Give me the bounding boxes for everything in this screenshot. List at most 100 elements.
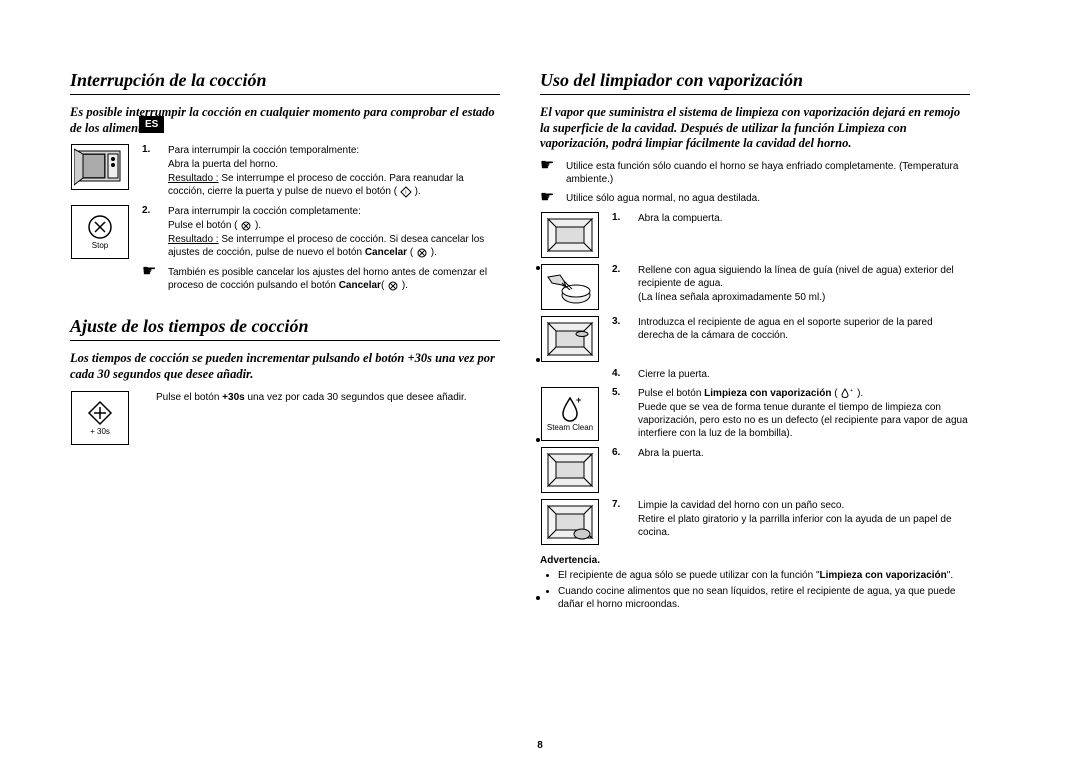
note-text: Utilice sólo agua normal, no agua destil… bbox=[566, 192, 760, 205]
step-number: 1. bbox=[142, 144, 156, 155]
step-text: Para interrumpir la cocción completament… bbox=[168, 205, 500, 260]
icon-cell bbox=[540, 316, 600, 362]
page-number: 8 bbox=[537, 740, 543, 751]
interrupcion-intro: Es posible interrumpir la cocción en cua… bbox=[70, 105, 500, 136]
microwave-open-icon bbox=[71, 144, 129, 190]
warning-list: El recipiente de agua sólo se puede util… bbox=[540, 569, 970, 611]
section-title-interrupcion: Interrupción de la cocción bbox=[70, 70, 500, 95]
result-text-fragment: ( bbox=[407, 247, 416, 258]
step-line: Para interrumpir la cocción temporalment… bbox=[168, 144, 500, 157]
warning-heading: Advertencia. bbox=[540, 555, 970, 566]
step-number: 2. bbox=[612, 264, 626, 275]
cancelar-bold: Cancelar bbox=[365, 247, 407, 258]
step-line: Para interrumpir la cocción completament… bbox=[168, 205, 500, 218]
step-text: Para interrumpir la cocción temporalment… bbox=[168, 144, 500, 199]
pointer-icon: ☛ bbox=[540, 190, 558, 206]
vapor-step-4: 4. Cierre la puerta. bbox=[540, 368, 970, 381]
step-row-aj1: + 30s Pulse el botón +30s una vez por ca… bbox=[70, 391, 500, 445]
note-row: ☛ También es posible cancelar los ajuste… bbox=[142, 266, 500, 292]
step-number: 6. bbox=[612, 447, 626, 458]
stop-button-icon: Stop bbox=[71, 205, 129, 259]
step-row-is2: Stop 2. Para interrumpir la cocción comp… bbox=[70, 205, 500, 260]
warning-item: El recipiente de agua sólo se puede util… bbox=[558, 569, 970, 582]
step-text: Introduzca el recipiente de agua en el s… bbox=[638, 316, 970, 342]
section-title-vapor: Uso del limpiador con vaporización bbox=[540, 70, 970, 95]
start-icon: I bbox=[400, 186, 412, 198]
note-row: ☛ Utilice esta función sólo cuando el ho… bbox=[540, 160, 970, 186]
step-number: 7. bbox=[612, 499, 626, 510]
note-row: ☛ Utilice sólo agua normal, no agua dest… bbox=[540, 192, 970, 206]
step-text: Rellene con agua siguiendo la línea de g… bbox=[638, 264, 970, 305]
cancel-icon bbox=[240, 221, 252, 231]
note-bold: Cancelar bbox=[339, 280, 381, 291]
step-line: (La línea señala aproximadamente 50 ml.) bbox=[638, 291, 970, 304]
icon-cell: Stop bbox=[70, 205, 130, 259]
step-line: Abra la puerta del horno. bbox=[168, 158, 500, 171]
result-label: Resultado : bbox=[168, 234, 219, 245]
step-line: Rellene con agua siguiendo la línea de g… bbox=[638, 264, 970, 290]
right-column: Uso del limpiador con vaporización El va… bbox=[540, 70, 970, 614]
icon-cell bbox=[540, 499, 600, 545]
vapor-step-7: 7. Limpie la cavidad del horno con un pa… bbox=[540, 499, 970, 545]
icon-cell bbox=[540, 264, 600, 310]
page-content: Interrupción de la cocción Es posible in… bbox=[0, 0, 1080, 634]
step-text: Pulse el botón +30s una vez por cada 30 … bbox=[156, 391, 500, 404]
icon-cell: + 30s bbox=[70, 391, 130, 445]
icon-label: + 30s bbox=[90, 427, 110, 436]
steam-clean-button-icon: + Steam Clean bbox=[541, 387, 599, 441]
step-line: Limpie la cavidad del horno con un paño … bbox=[638, 499, 970, 512]
svg-text:+: + bbox=[850, 388, 853, 394]
oven-cavity-icon bbox=[541, 447, 599, 493]
icon-cell bbox=[540, 447, 600, 493]
vapor-step-6: 6. Abra la puerta. bbox=[540, 447, 970, 493]
oven-cavity-tray-icon bbox=[541, 316, 599, 362]
section-title-ajuste: Ajuste de los tiempos de cocción bbox=[70, 316, 500, 341]
warning-fragment: El recipiente de agua sólo se puede util… bbox=[558, 570, 820, 581]
step-text-fragment: Pulse el botón bbox=[638, 388, 704, 399]
vapor-intro: El vapor que suministra el sistema de li… bbox=[540, 105, 970, 152]
warning-fragment: ". bbox=[947, 570, 953, 581]
note-text-fragment: También es posible cancelar los ajustes … bbox=[168, 267, 487, 291]
step-text-fragment: Pulse el botón bbox=[156, 392, 222, 403]
icon-cell bbox=[540, 212, 600, 258]
step-text: Cierre la puerta. bbox=[638, 368, 970, 381]
step-line: Pulse el botón Limpieza con vaporización… bbox=[638, 387, 970, 400]
pointer-icon: ☛ bbox=[142, 264, 160, 280]
step-bold: Limpieza con vaporización bbox=[704, 388, 831, 399]
icon-cell bbox=[70, 144, 130, 190]
step-line: Resultado : Se interrumpe el proceso de … bbox=[168, 172, 500, 198]
step-number: 5. bbox=[612, 387, 626, 398]
icon-label: Stop bbox=[92, 241, 108, 250]
vapor-step-5: + Steam Clean 5. Pulse el botón Limpieza… bbox=[540, 387, 970, 441]
svg-text:+: + bbox=[576, 396, 581, 405]
step-text-fragment: ). bbox=[854, 388, 863, 399]
step-text: Abra la puerta. bbox=[638, 447, 970, 460]
plus30s-button-icon: + 30s bbox=[71, 391, 129, 445]
icon-label: Steam Clean bbox=[547, 423, 593, 432]
vapor-step-1: 1. Abra la compuerta. bbox=[540, 212, 970, 258]
decor-dot bbox=[536, 358, 540, 362]
language-tab: ES bbox=[139, 116, 164, 133]
decor-dot bbox=[536, 438, 540, 442]
icon-cell: + Steam Clean bbox=[540, 387, 600, 441]
step-number: 1. bbox=[612, 212, 626, 223]
vapor-step-3: 3. Introduzca el recipiente de agua en e… bbox=[540, 316, 970, 362]
oven-cavity-icon bbox=[541, 212, 599, 258]
step-line: Retire el plato giratorio y la parrilla … bbox=[638, 513, 970, 539]
left-column: Interrupción de la cocción Es posible in… bbox=[70, 70, 500, 614]
note-text-fragment: ). bbox=[399, 280, 408, 291]
step-line: Puede que se vea de forma tenue durante … bbox=[638, 401, 970, 440]
note-text: Utilice esta función sólo cuando el horn… bbox=[566, 160, 970, 186]
step-number: 4. bbox=[612, 368, 626, 379]
step-row-is1: 1. Para interrumpir la cocción temporalm… bbox=[70, 144, 500, 199]
step-number: 3. bbox=[612, 316, 626, 327]
oven-wipe-icon bbox=[541, 499, 599, 545]
cancel-icon bbox=[387, 281, 399, 291]
vapor-step-2: 2. Rellene con agua siguiendo la línea d… bbox=[540, 264, 970, 310]
decor-dot bbox=[536, 266, 540, 270]
warning-bold: Limpieza con vaporización bbox=[820, 570, 947, 581]
step-text-fragment: ). bbox=[252, 220, 261, 231]
result-text-fragment: ). bbox=[428, 247, 437, 258]
result-label: Resultado : bbox=[168, 173, 219, 184]
step-text: Abra la compuerta. bbox=[638, 212, 970, 225]
